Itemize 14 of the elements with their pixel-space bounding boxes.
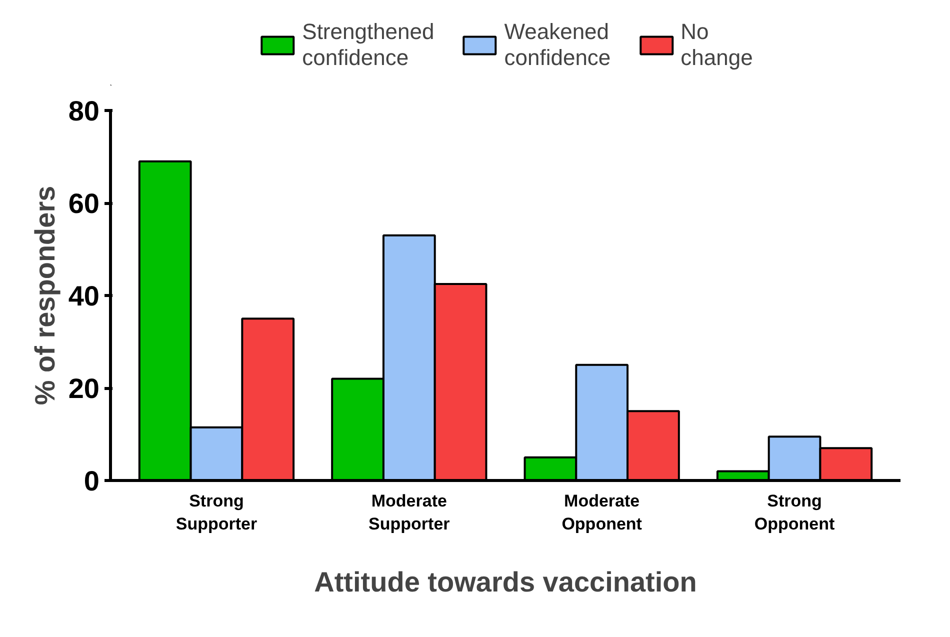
- y-tick-label: 20: [68, 373, 100, 404]
- legend-label: No change: [680, 19, 753, 71]
- legend-label: Weakened confidence: [504, 19, 611, 71]
- y-tick-label: 40: [68, 280, 100, 312]
- x-tick-label: Moderate Opponent: [562, 492, 642, 534]
- legend-label: Strengthened confidence: [302, 19, 434, 71]
- x-tick-label: Moderate Supporter: [368, 492, 450, 534]
- x-tick-label: Strong Opponent: [754, 492, 835, 534]
- y-tick-label: 0: [84, 466, 100, 496]
- y-axis-title: % of responders: [29, 186, 60, 406]
- y-tick-label: 80: [68, 96, 100, 126]
- x-axis-title: Attitude towards vaccination: [314, 566, 697, 598]
- x-tick-label: Strong Supporter: [176, 492, 258, 534]
- y-tick-label: 60: [68, 188, 100, 219]
